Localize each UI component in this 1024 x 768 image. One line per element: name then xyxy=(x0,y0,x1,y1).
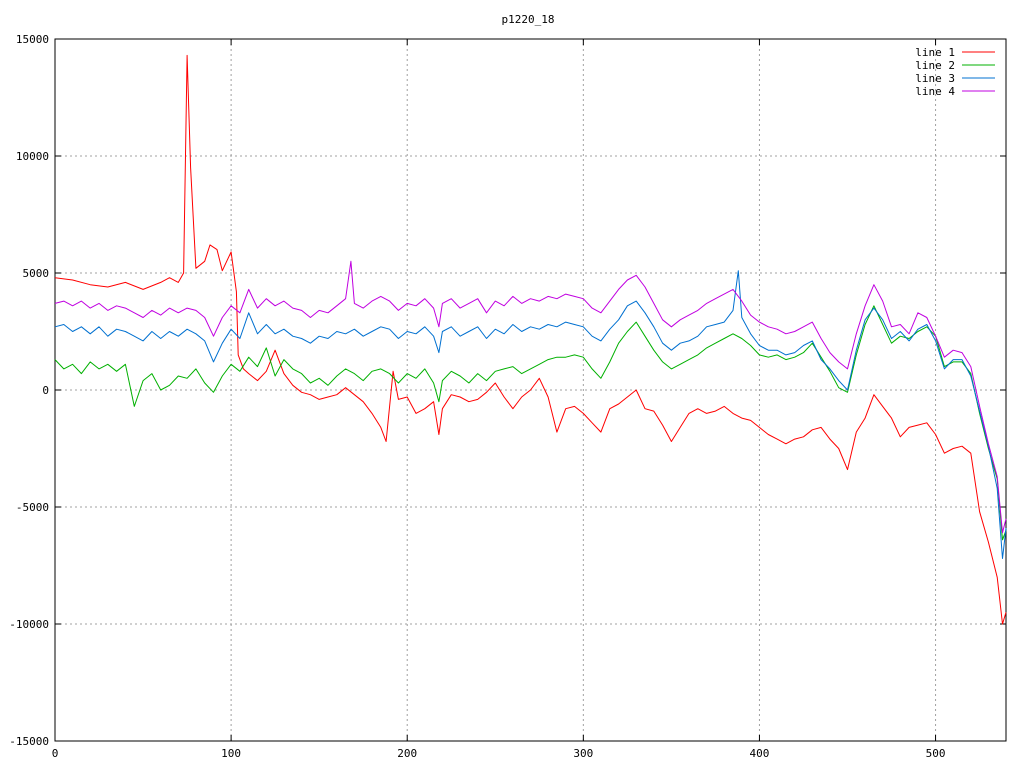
series-line-4 xyxy=(54,260,1007,534)
legend-label: line 3 xyxy=(915,72,955,85)
legend-label: line 2 xyxy=(915,59,955,72)
x-tick-label: 0 xyxy=(52,747,59,760)
y-tick-label: 5000 xyxy=(23,267,50,280)
y-tick-label: 15000 xyxy=(16,33,49,46)
y-tick-label: -10000 xyxy=(9,618,49,631)
series-line-3 xyxy=(54,270,1007,559)
legend-label: line 4 xyxy=(915,85,955,98)
x-tick-label: 500 xyxy=(926,747,946,760)
y-tick-label: 10000 xyxy=(16,150,49,163)
series-line-2 xyxy=(54,305,1007,541)
x-tick-label: 100 xyxy=(221,747,241,760)
y-tick-label: 0 xyxy=(42,384,49,397)
series-line-1 xyxy=(54,54,1007,625)
x-tick-label: 200 xyxy=(397,747,417,760)
legend-label: line 1 xyxy=(915,46,955,59)
x-tick-label: 400 xyxy=(750,747,770,760)
axis-ticks: 0 100 200 300 400 500 -15000 -10000 -5000 0 5000 10… xyxy=(9,33,1006,760)
x-tick-label: 300 xyxy=(573,747,593,760)
y-tick-label: -15000 xyxy=(9,735,49,748)
chart-title: p1220_18 xyxy=(502,13,555,26)
y-tick-label: -5000 xyxy=(16,501,49,514)
series-lines xyxy=(54,54,1007,625)
